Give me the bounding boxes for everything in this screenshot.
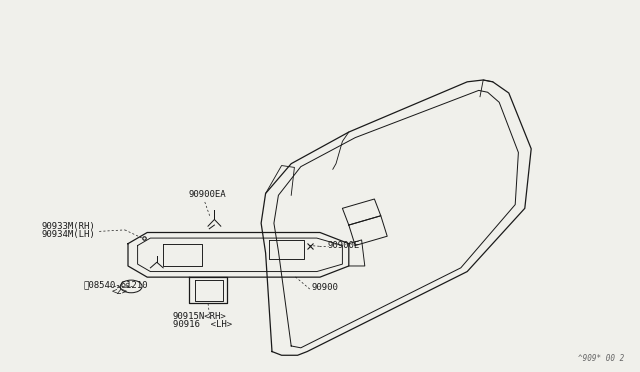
Text: 90916  <LH>: 90916 <LH> <box>173 320 232 329</box>
Text: 90915N<RH>: 90915N<RH> <box>173 312 227 321</box>
Text: 90900: 90900 <box>311 283 338 292</box>
Text: ^909* 00 2: ^909* 00 2 <box>578 354 624 363</box>
Text: 90900E: 90900E <box>328 241 360 250</box>
Text: 90933M(RH): 90933M(RH) <box>42 222 95 231</box>
Text: <2>: <2> <box>112 287 128 296</box>
Text: S: S <box>125 283 130 289</box>
Text: 90900EA: 90900EA <box>189 190 227 199</box>
Text: 90934M(LH): 90934M(LH) <box>42 230 95 239</box>
Text: Ⓢ08540-61210: Ⓢ08540-61210 <box>83 280 148 289</box>
